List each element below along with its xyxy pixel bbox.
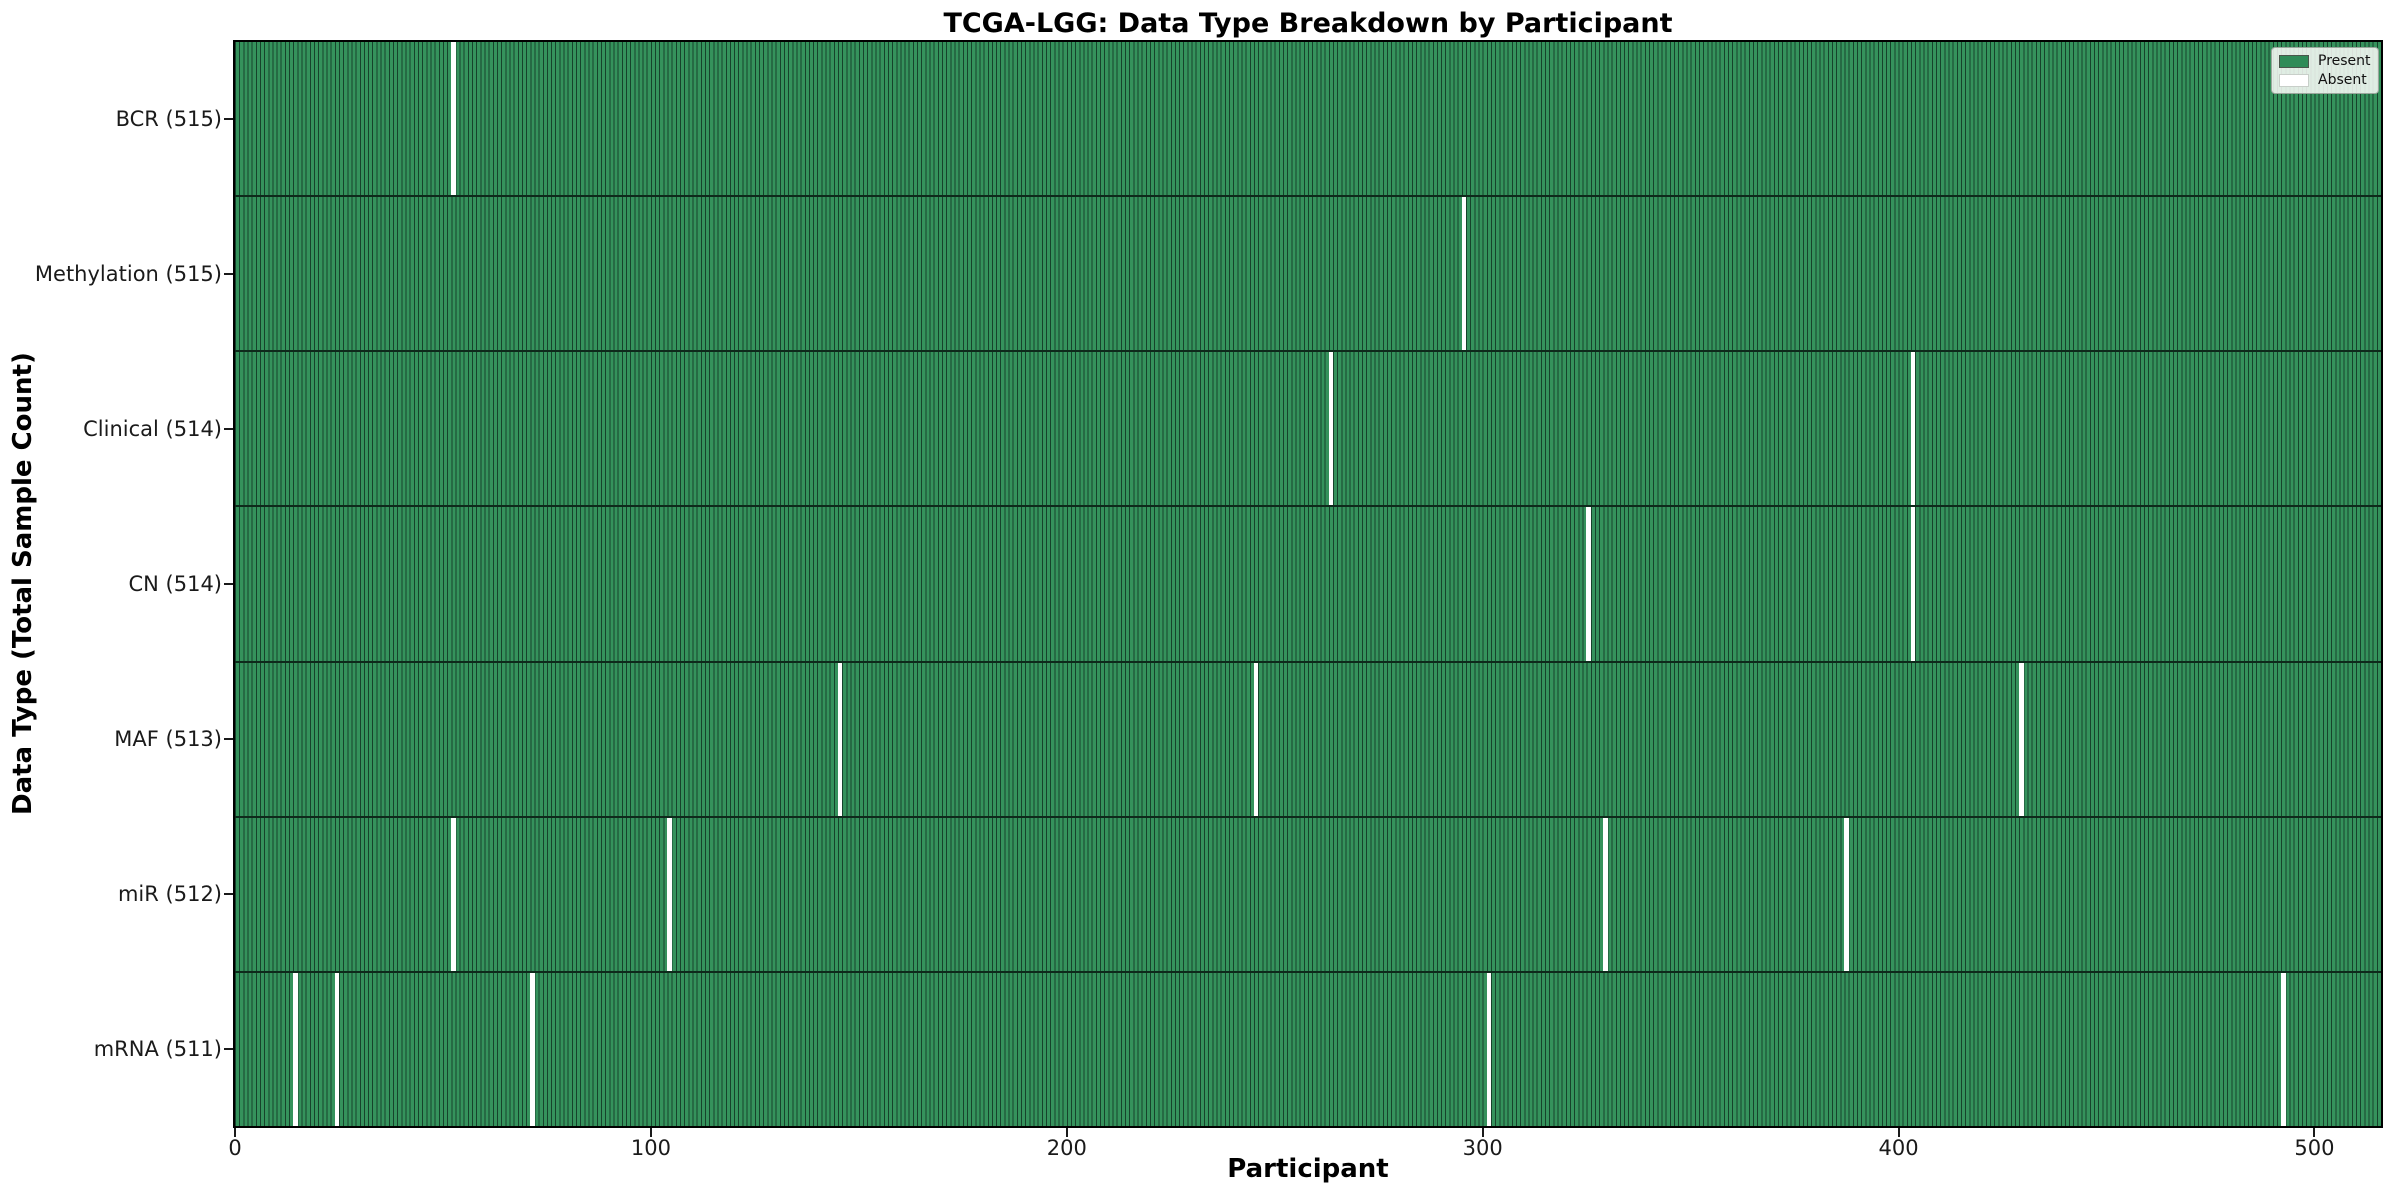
x-tick-label-100: 100 (630, 1136, 671, 1160)
x-tick-mark (649, 1128, 652, 1137)
x-tick-mark (1481, 1128, 1484, 1137)
legend-item-absent: Absent (2279, 72, 2371, 88)
y-tick-label-miR: miR (512) (117, 881, 222, 906)
absent-swatch-icon (2279, 73, 2309, 87)
absent-gap-mRNA-492 (2280, 972, 2286, 1126)
y-tick-mark (224, 428, 233, 431)
legend-label-absent: Absent (2318, 72, 2367, 88)
x-tick-label-400: 400 (1878, 1136, 1919, 1160)
x-axis-label: Participant (1227, 1154, 1389, 1184)
absent-gap-miR-329 (1603, 817, 1608, 971)
row-band-miR (235, 817, 2381, 973)
row-band-BCR (235, 42, 2381, 198)
y-tick-mark (224, 118, 233, 121)
row-band-Methylation (235, 197, 2381, 353)
legend: Present Absent (2271, 47, 2379, 94)
absent-gap-MAF-245 (1253, 662, 1259, 816)
absent-gap-MAF-429 (2018, 662, 2024, 816)
absent-gap-CN-325 (1586, 507, 1592, 661)
y-tick-label-Methylation: Methylation (515) (34, 262, 222, 287)
y-tick-mark (224, 583, 233, 585)
y-tick-label-CN: CN (514) (128, 572, 222, 596)
absent-gap-mRNA-14 (293, 972, 298, 1126)
present-swatch-icon (2279, 54, 2309, 68)
row-band-CN (235, 507, 2381, 663)
plot-area (233, 40, 2383, 1128)
absent-gap-miR-104 (667, 817, 672, 971)
absent-gap-MAF-145 (837, 662, 843, 816)
absent-gap-BCR-52 (451, 42, 456, 196)
x-tick-mark (234, 1128, 236, 1137)
x-tick-mark (2313, 1128, 2316, 1137)
absent-gap-Clinical-263 (1328, 352, 1334, 506)
absent-gap-mRNA-71 (530, 972, 535, 1126)
y-tick-mark (224, 892, 233, 895)
legend-label-present: Present (2318, 53, 2371, 69)
y-tick-mark (224, 737, 233, 740)
row-band-mRNA (235, 972, 2381, 1126)
y-tick-label-MAF: MAF (513) (114, 726, 222, 751)
absent-gap-mRNA-24 (334, 972, 340, 1126)
chart-title: TCGA-LGG: Data Type Breakdown by Partici… (943, 8, 1673, 39)
y-tick-mark (224, 1047, 233, 1050)
x-tick-label-300: 300 (1462, 1136, 1503, 1160)
absent-gap-Methylation-295 (1461, 197, 1467, 351)
legend-item-present: Present (2279, 53, 2371, 69)
row-band-Clinical (235, 352, 2381, 508)
y-tick-label-Clinical: Clinical (514) (83, 417, 222, 442)
y-tick-mark (224, 273, 233, 276)
x-tick-mark (1065, 1128, 1068, 1137)
x-tick-label-500: 500 (2294, 1136, 2335, 1160)
absent-gap-mRNA-301 (1486, 972, 1492, 1126)
x-tick-label-0: 0 (228, 1136, 242, 1160)
absent-gap-Clinical-403 (1910, 352, 1916, 506)
x-tick-mark (1897, 1128, 1900, 1137)
y-tick-label-mRNA: mRNA (511) (93, 1036, 222, 1061)
x-tick-label-200: 200 (1046, 1136, 1087, 1160)
row-band-MAF (235, 662, 2381, 818)
absent-gap-miR-52 (451, 817, 456, 971)
absent-gap-miR-387 (1844, 817, 1849, 971)
y-tick-label-BCR: BCR (515) (115, 107, 222, 132)
absent-gap-CN-403 (1910, 507, 1916, 661)
